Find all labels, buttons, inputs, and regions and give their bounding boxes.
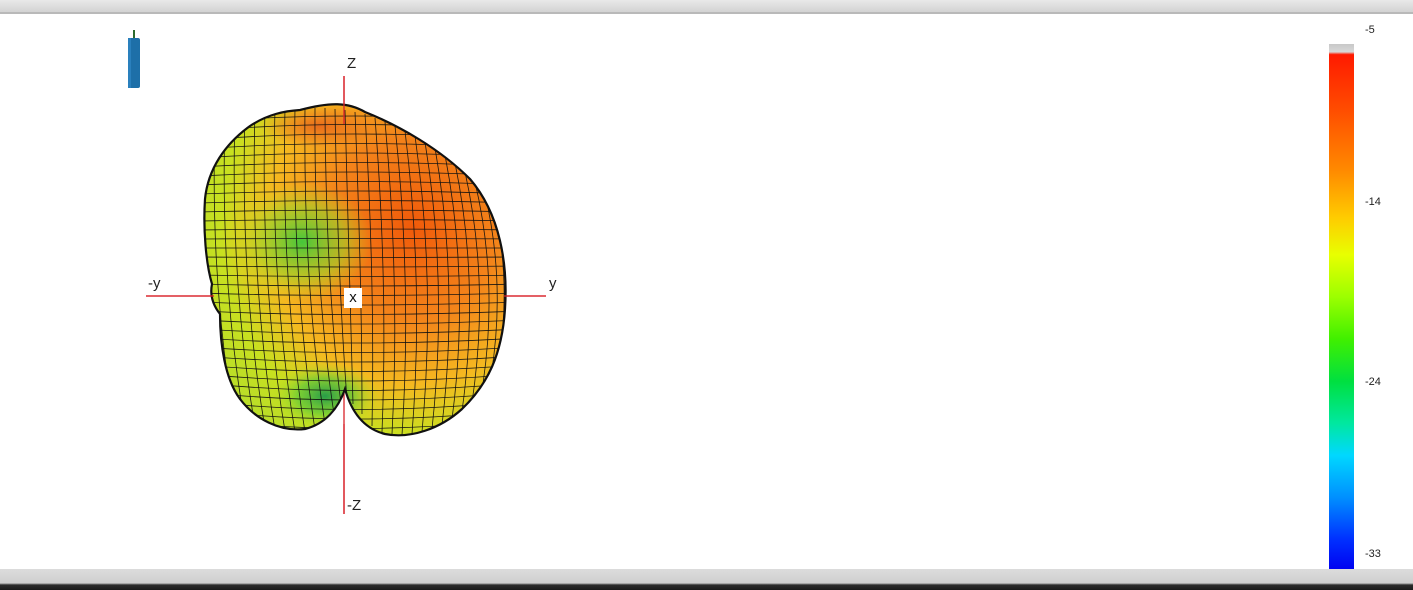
legend-tick-min: -33 <box>1365 548 1381 560</box>
radiation-pattern-viewport[interactable]: Z -Z -y y x -5 -14 -24 -33 <box>0 14 1413 571</box>
radiation-pattern-surface <box>204 104 506 436</box>
z-axis-label: Z <box>347 55 357 72</box>
pattern-3d-plot <box>128 30 546 514</box>
neg-y-axis-label: -y <box>148 275 161 292</box>
device-orientation-icon <box>128 30 140 88</box>
neg-z-axis-label: -Z <box>347 497 362 514</box>
window-top-border <box>0 0 1413 14</box>
legend-tick-3: -24 <box>1365 376 1381 388</box>
legend-tick-2: -14 <box>1365 196 1381 208</box>
color-scale-bar <box>1329 44 1354 571</box>
legend-tick-max: -5 <box>1365 24 1375 36</box>
window-bottom-border <box>0 569 1413 590</box>
y-axis-label: y <box>549 275 557 292</box>
x-axis-label: x <box>344 288 362 308</box>
